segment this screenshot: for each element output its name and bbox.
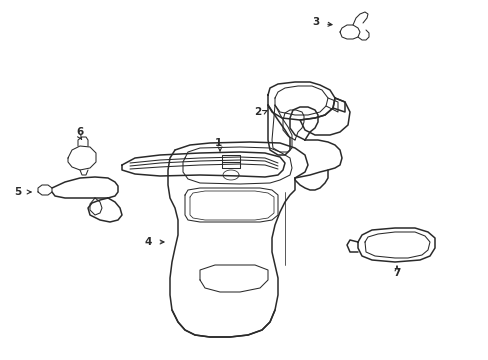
Text: 1: 1 — [214, 138, 221, 148]
Text: 5: 5 — [14, 187, 21, 197]
Text: 2: 2 — [254, 107, 261, 117]
Text: 4: 4 — [144, 237, 151, 247]
Text: 6: 6 — [76, 127, 83, 137]
Text: 3: 3 — [312, 17, 319, 27]
Text: 7: 7 — [392, 268, 400, 278]
